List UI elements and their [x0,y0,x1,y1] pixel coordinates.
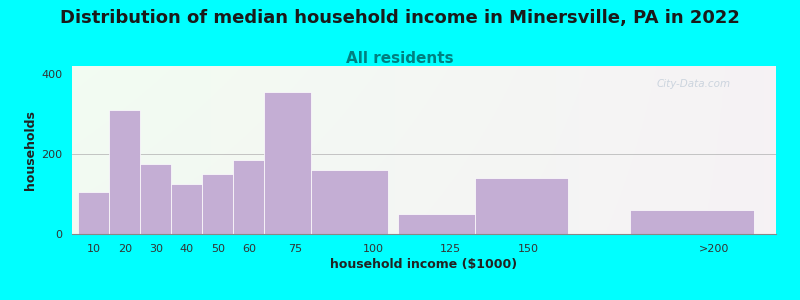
Bar [171,184,202,234]
Bar [234,160,264,234]
Bar [110,110,140,234]
Bar [311,170,388,234]
Text: City-Data.com: City-Data.com [656,80,730,89]
X-axis label: household income ($1000): household income ($1000) [330,258,518,271]
Bar [78,192,110,234]
Bar [202,174,234,234]
Bar [475,178,568,234]
Text: Distribution of median household income in Minersville, PA in 2022: Distribution of median household income … [60,9,740,27]
Y-axis label: households: households [24,110,37,190]
Bar [398,214,475,234]
Bar [140,164,171,234]
Bar [630,210,754,234]
Bar [264,92,311,234]
Text: All residents: All residents [346,51,454,66]
